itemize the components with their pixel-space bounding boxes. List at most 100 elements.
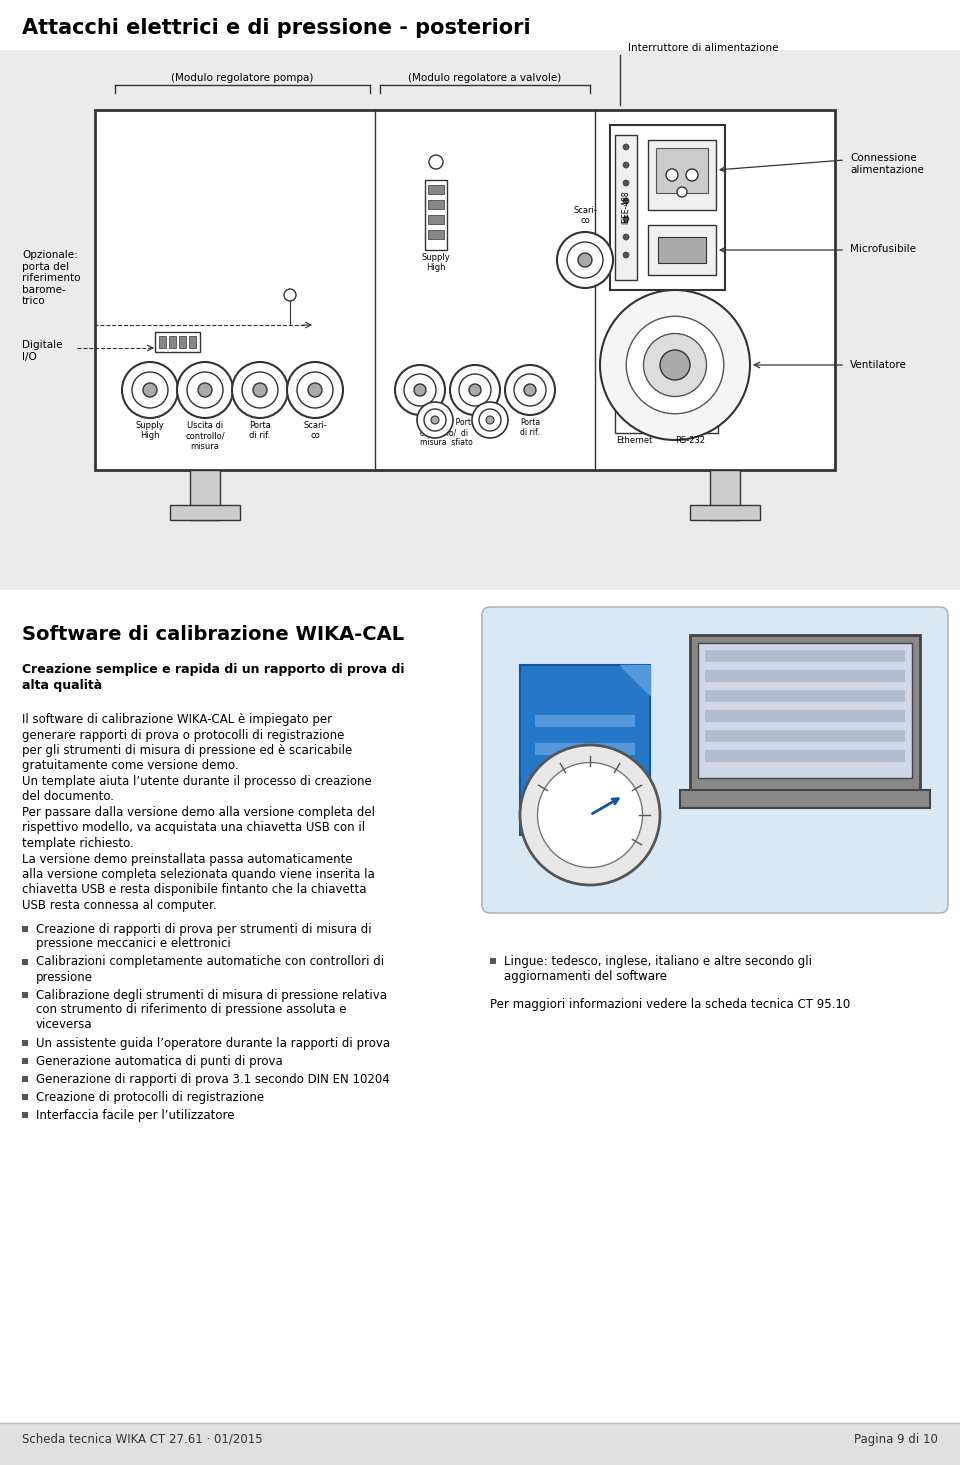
Circle shape bbox=[623, 234, 629, 240]
Circle shape bbox=[623, 180, 629, 186]
Text: Digitale
I/O: Digitale I/O bbox=[22, 340, 62, 362]
Text: Supply
High: Supply High bbox=[421, 253, 450, 272]
Bar bbox=[695, 412, 700, 426]
Bar bbox=[155, 333, 200, 352]
Bar bbox=[668, 412, 673, 426]
Bar bbox=[179, 335, 186, 349]
Bar bbox=[705, 670, 905, 683]
Circle shape bbox=[143, 382, 157, 397]
Circle shape bbox=[308, 382, 322, 397]
Circle shape bbox=[297, 372, 333, 407]
Text: Calibrazione degli strumenti di misura di pressione relativa: Calibrazione degli strumenti di misura d… bbox=[36, 989, 387, 1002]
Bar bbox=[428, 201, 444, 209]
Text: Scheda tecnica WIKA CT 27.61 · 01/2015: Scheda tecnica WIKA CT 27.61 · 01/2015 bbox=[22, 1433, 263, 1446]
Bar bbox=[535, 771, 635, 782]
Bar bbox=[705, 650, 905, 662]
Text: (Modulo regolatore pompa): (Modulo regolatore pompa) bbox=[171, 73, 313, 84]
Circle shape bbox=[232, 362, 288, 418]
Text: alla versione completa selezionata quando viene inserita la: alla versione completa selezionata quand… bbox=[22, 867, 374, 880]
Circle shape bbox=[187, 372, 223, 407]
Circle shape bbox=[459, 374, 491, 406]
Text: Software di calibrazione WIKA-CAL: Software di calibrazione WIKA-CAL bbox=[22, 626, 404, 645]
Text: misura  sfiato: misura sfiato bbox=[420, 438, 472, 447]
Circle shape bbox=[524, 384, 536, 396]
Bar bbox=[22, 1112, 28, 1118]
Bar bbox=[535, 715, 635, 727]
Bar bbox=[680, 790, 930, 809]
Text: Creazione semplice e rapida di un rapporto di prova di: Creazione semplice e rapida di un rappor… bbox=[22, 664, 404, 675]
Bar bbox=[705, 750, 905, 762]
Circle shape bbox=[626, 316, 724, 413]
Text: alta qualità: alta qualità bbox=[22, 678, 103, 691]
Bar bbox=[0, 1423, 960, 1465]
Bar bbox=[677, 412, 682, 426]
Circle shape bbox=[177, 362, 233, 418]
Circle shape bbox=[424, 409, 446, 431]
Text: generare rapporti di prova o protocolli di registrazione: generare rapporti di prova o protocolli … bbox=[22, 728, 345, 741]
Bar bbox=[610, 125, 725, 290]
Text: Porta
di rif.: Porta di rif. bbox=[249, 420, 271, 441]
Text: (Modulo regolatore a valvole): (Modulo regolatore a valvole) bbox=[408, 73, 562, 84]
Bar bbox=[22, 1058, 28, 1064]
Bar bbox=[22, 992, 28, 998]
Circle shape bbox=[431, 416, 439, 423]
Circle shape bbox=[600, 290, 750, 440]
Circle shape bbox=[395, 365, 445, 415]
Text: Calibrazioni completamente automatiche con controllori di: Calibrazioni completamente automatiche c… bbox=[36, 955, 384, 968]
Text: Pagina 9 di 10: Pagina 9 di 10 bbox=[854, 1433, 938, 1446]
Text: Scari-
co: Scari- co bbox=[573, 205, 597, 226]
Circle shape bbox=[404, 374, 436, 406]
Bar bbox=[428, 230, 444, 239]
Circle shape bbox=[505, 365, 555, 415]
Bar bbox=[95, 110, 835, 470]
Circle shape bbox=[198, 382, 212, 397]
Circle shape bbox=[253, 382, 267, 397]
Text: Ethernet: Ethernet bbox=[615, 437, 652, 445]
Bar bbox=[428, 185, 444, 193]
Circle shape bbox=[514, 374, 546, 406]
Bar bbox=[190, 470, 220, 520]
Text: Opzionale:
porta del
riferimento
barome-
trico: Opzionale: porta del riferimento barome-… bbox=[22, 251, 81, 306]
Text: Ventilatore: Ventilatore bbox=[850, 360, 907, 371]
Circle shape bbox=[242, 372, 278, 407]
Bar bbox=[425, 180, 447, 251]
Bar bbox=[520, 665, 650, 835]
Bar bbox=[690, 634, 920, 790]
Text: Per passare dalla versione demo alla versione completa del: Per passare dalla versione demo alla ver… bbox=[22, 806, 375, 819]
Text: Un template aiuta l’utente durante il processo di creazione: Un template aiuta l’utente durante il pr… bbox=[22, 775, 372, 788]
Text: Generazione automatica di punti di prova: Generazione automatica di punti di prova bbox=[36, 1055, 283, 1068]
Text: Generazione di rapporti di prova 3.1 secondo DIN EN 10204: Generazione di rapporti di prova 3.1 sec… bbox=[36, 1072, 390, 1086]
Bar bbox=[170, 505, 240, 520]
Text: pressione meccanici e elettronici: pressione meccanici e elettronici bbox=[36, 938, 230, 951]
Bar bbox=[705, 711, 905, 722]
Text: template richiesto.: template richiesto. bbox=[22, 837, 133, 850]
Circle shape bbox=[666, 168, 678, 182]
Bar bbox=[22, 926, 28, 932]
Text: Lingue: tedesco, inglese, italiano e altre secondo gli: Lingue: tedesco, inglese, italiano e alt… bbox=[504, 955, 812, 968]
Bar bbox=[189, 335, 196, 349]
Circle shape bbox=[578, 253, 592, 267]
Text: Uscita di Porta: Uscita di Porta bbox=[420, 418, 476, 426]
Bar bbox=[690, 505, 760, 520]
Bar bbox=[535, 743, 635, 754]
Bar bbox=[686, 412, 691, 426]
Text: del documento.: del documento. bbox=[22, 791, 114, 803]
Text: Attacchi elettrici e di pressione - posteriori: Attacchi elettrici e di pressione - post… bbox=[22, 18, 531, 38]
Bar bbox=[615, 135, 637, 280]
Text: pressione: pressione bbox=[36, 970, 93, 983]
Text: chiavetta USB e resta disponibile fintanto che la chiavetta: chiavetta USB e resta disponibile fintan… bbox=[22, 883, 367, 897]
Circle shape bbox=[623, 144, 629, 149]
FancyBboxPatch shape bbox=[482, 607, 948, 913]
Text: Supply
High: Supply High bbox=[135, 420, 164, 441]
Circle shape bbox=[287, 362, 343, 418]
Text: IEEE-488: IEEE-488 bbox=[621, 190, 631, 224]
Text: Creazione di protocolli di registrazione: Creazione di protocolli di registrazione bbox=[36, 1090, 264, 1103]
Text: controllo/  di: controllo/ di bbox=[420, 428, 468, 437]
Text: per gli strumenti di misura di pressione ed è scaricabile: per gli strumenti di misura di pressione… bbox=[22, 744, 352, 757]
Circle shape bbox=[469, 384, 481, 396]
Bar bbox=[0, 50, 960, 590]
Text: Porta
di rif.: Porta di rif. bbox=[520, 418, 540, 438]
Bar bbox=[490, 958, 496, 964]
Circle shape bbox=[623, 163, 629, 168]
Bar bbox=[22, 1093, 28, 1100]
